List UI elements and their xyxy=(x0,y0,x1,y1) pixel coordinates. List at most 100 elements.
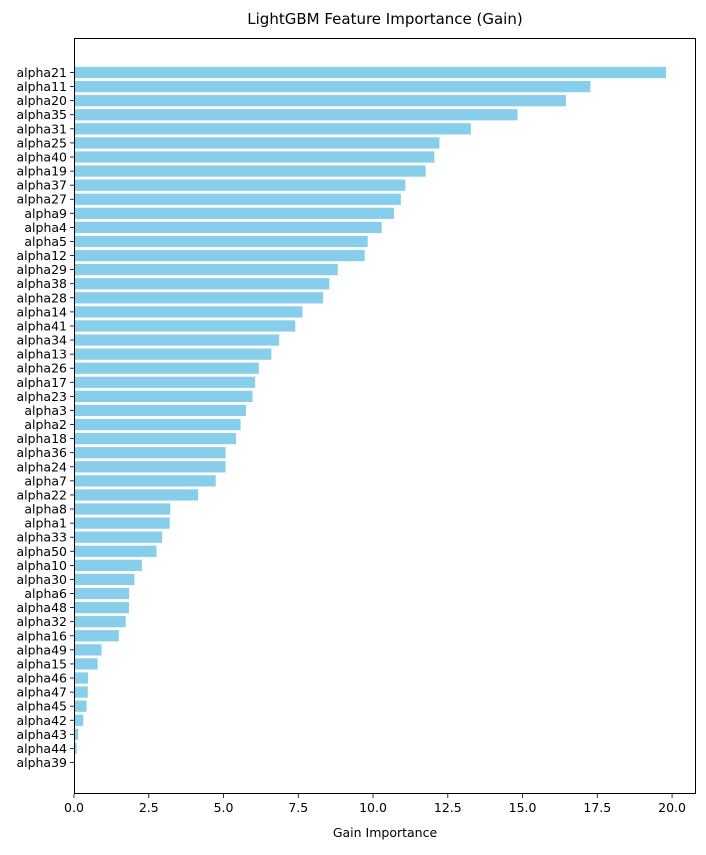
bar-alpha5 xyxy=(74,235,368,248)
bar-alpha33 xyxy=(74,531,163,543)
y-tick-label-alpha18: alpha18 xyxy=(16,431,67,446)
y-tick-label-alpha10: alpha10 xyxy=(16,558,67,573)
y-tick-label-alpha13: alpha13 xyxy=(16,347,67,362)
bar-alpha14 xyxy=(74,306,303,318)
bar-alpha28 xyxy=(74,292,324,304)
x-tick-label: 2.5 xyxy=(139,800,159,815)
x-tick-label: 12.5 xyxy=(434,800,462,815)
y-tick-label-alpha30: alpha30 xyxy=(16,572,67,587)
y-tick-label-alpha49: alpha49 xyxy=(16,642,67,657)
y-tick-label-alpha24: alpha24 xyxy=(16,459,67,474)
y-tick-label-alpha15: alpha15 xyxy=(16,656,67,671)
bar-alpha50 xyxy=(74,545,157,557)
y-tick-label-alpha6: alpha6 xyxy=(24,586,67,601)
y-tick-label-alpha37: alpha37 xyxy=(16,178,67,193)
y-tick-label-alpha3: alpha3 xyxy=(24,403,67,418)
y-tick-label-alpha23: alpha23 xyxy=(16,389,67,404)
y-tick-label-alpha4: alpha4 xyxy=(24,220,67,235)
x-tick-label: 15.0 xyxy=(509,800,537,815)
bar-alpha25 xyxy=(74,137,440,149)
y-tick-label-alpha14: alpha14 xyxy=(16,304,67,319)
bar-alpha15 xyxy=(74,658,98,670)
bar-alpha40 xyxy=(74,151,435,163)
bar-alpha20 xyxy=(74,95,566,107)
bar-alpha36 xyxy=(74,447,226,459)
y-tick-label-alpha5: alpha5 xyxy=(24,234,67,249)
x-tick-label: 7.5 xyxy=(288,800,308,815)
bar-alpha34 xyxy=(74,334,280,346)
y-tick-label-alpha9: alpha9 xyxy=(24,206,67,221)
bar-alpha35 xyxy=(74,109,518,121)
y-tick-label-alpha1: alpha1 xyxy=(24,516,67,531)
bar-alpha22 xyxy=(74,489,199,501)
y-tick-label-alpha29: alpha29 xyxy=(16,262,67,277)
bar-alpha38 xyxy=(74,278,330,290)
bar-alpha3 xyxy=(74,404,246,417)
y-tick-label-alpha33: alpha33 xyxy=(16,530,67,545)
y-tick-label-alpha27: alpha27 xyxy=(16,192,67,207)
plot-frame xyxy=(74,38,696,794)
y-tick-label-alpha26: alpha26 xyxy=(16,361,67,376)
bar-alpha7 xyxy=(74,475,216,487)
bar-alpha27 xyxy=(74,193,401,205)
bar-alpha17 xyxy=(74,376,256,388)
x-tick-label: 5.0 xyxy=(214,800,234,815)
y-tick-label-alpha44: alpha44 xyxy=(16,741,67,756)
bar-alpha11 xyxy=(74,80,591,93)
x-tick-label: 17.5 xyxy=(583,800,611,815)
bar-alpha30 xyxy=(74,573,135,586)
y-tick-label-alpha2: alpha2 xyxy=(24,417,67,432)
bar-alpha2 xyxy=(74,418,241,431)
y-tick-label-alpha25: alpha25 xyxy=(16,135,67,150)
bar-alpha4 xyxy=(74,221,382,234)
bar-alpha48 xyxy=(74,601,130,614)
y-tick-label-alpha34: alpha34 xyxy=(16,333,67,348)
bar-alpha9 xyxy=(74,207,394,219)
y-tick-label-alpha17: alpha17 xyxy=(16,375,67,390)
y-tick-label-alpha36: alpha36 xyxy=(16,445,67,460)
y-tick-label-alpha16: alpha16 xyxy=(16,628,67,643)
bar-alpha45 xyxy=(74,700,87,712)
y-tick-label-alpha42: alpha42 xyxy=(16,713,67,728)
y-tick-label-alpha7: alpha7 xyxy=(24,473,67,488)
y-tick-label-alpha19: alpha19 xyxy=(16,164,67,179)
y-tick-label-alpha28: alpha28 xyxy=(16,290,67,305)
y-tick-label-alpha40: alpha40 xyxy=(16,149,67,164)
y-tick-label-alpha12: alpha12 xyxy=(16,248,67,263)
x-axis-label: Gain Importance xyxy=(333,825,438,840)
y-tick-label-alpha31: alpha31 xyxy=(16,121,67,136)
bar-alpha19 xyxy=(74,165,426,177)
bar-alpha44 xyxy=(74,742,77,755)
bar-alpha43 xyxy=(74,728,79,740)
bar-alpha46 xyxy=(74,672,89,684)
y-tick-label-alpha21: alpha21 xyxy=(16,65,67,80)
bar-alpha29 xyxy=(74,264,338,276)
y-tick-label-alpha22: alpha22 xyxy=(16,487,67,502)
bar-alpha6 xyxy=(74,587,130,600)
x-tick-label: 20.0 xyxy=(658,800,686,815)
bar-alpha41 xyxy=(74,320,296,332)
y-tick-label-alpha46: alpha46 xyxy=(16,671,67,686)
y-tick-label-alpha38: alpha38 xyxy=(16,276,67,291)
bar-alpha32 xyxy=(74,616,126,628)
y-tick-label-alpha32: alpha32 xyxy=(16,614,67,629)
bar-alpha21 xyxy=(74,66,667,79)
y-tick-label-alpha47: alpha47 xyxy=(16,685,67,700)
bar-alpha18 xyxy=(74,432,237,445)
x-tick-label: 0.0 xyxy=(64,800,84,815)
y-tick-label-alpha48: alpha48 xyxy=(16,600,67,615)
bars-group xyxy=(74,66,667,755)
y-tick-label-alpha11: alpha11 xyxy=(16,79,67,94)
bar-alpha13 xyxy=(74,348,272,360)
bar-alpha16 xyxy=(74,630,119,642)
y-tick-label-alpha39: alpha39 xyxy=(16,755,67,770)
bar-alpha37 xyxy=(74,179,406,191)
y-tick-label-alpha35: alpha35 xyxy=(16,107,67,122)
bar-alpha24 xyxy=(74,461,226,473)
y-tick-label-alpha41: alpha41 xyxy=(16,318,67,333)
bar-alpha49 xyxy=(74,644,102,656)
y-tick-label-alpha20: alpha20 xyxy=(16,93,67,108)
bar-alpha31 xyxy=(74,123,471,135)
x-tick-label: 10.0 xyxy=(359,800,387,815)
